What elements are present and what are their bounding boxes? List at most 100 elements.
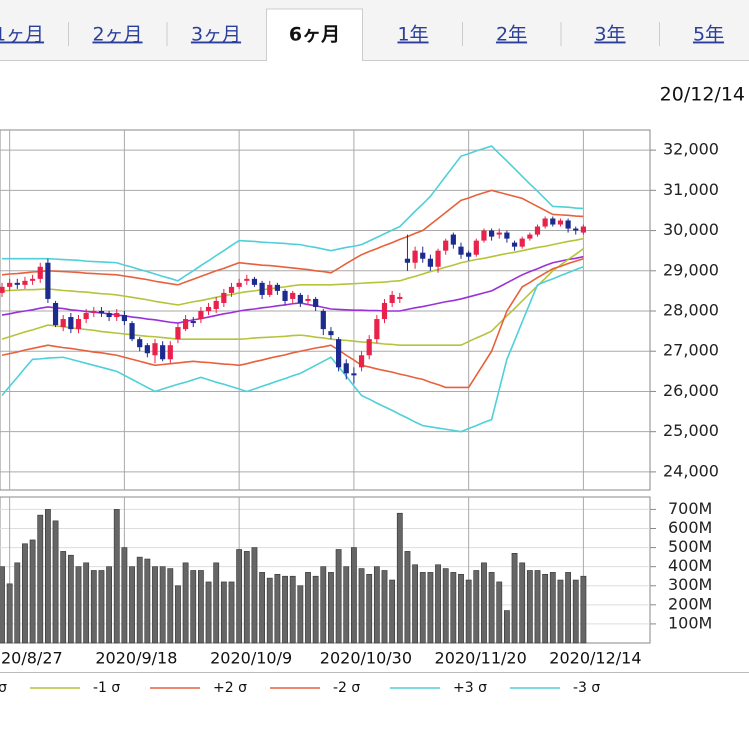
tab[interactable]: 1ヶ月 [0, 24, 44, 46]
candle-body [121, 315, 127, 322]
volume-bar [37, 514, 44, 644]
candle-body [427, 258, 433, 267]
band-line [2, 145, 584, 282]
tab[interactable]: 2年 [496, 24, 527, 46]
volume-bar [534, 570, 541, 644]
candle-body [228, 286, 235, 293]
chart-date: 20/12/14 [660, 84, 745, 106]
candle-body [343, 363, 349, 374]
volume-bar [175, 585, 181, 644]
volume-bar [580, 575, 587, 644]
candle-body [473, 240, 479, 255]
tab[interactable]: 2ヶ月 [92, 24, 142, 46]
volume-bar [198, 570, 204, 644]
y-tick-label: 700M [668, 499, 712, 518]
volume-bar [572, 579, 579, 644]
volume-bar [182, 562, 189, 644]
tab: 6ヶ月 [289, 24, 340, 46]
candle-body [450, 234, 456, 245]
legend-label: +3 σ [453, 680, 487, 696]
candle-body [435, 250, 441, 267]
volume-bar [113, 509, 120, 644]
y-tick-label: 100M [668, 613, 712, 632]
volume-bar [473, 570, 480, 644]
volume-bar [350, 547, 357, 644]
x-tick-label: 2020/9/18 [95, 649, 177, 668]
legend-label: -2 σ [333, 680, 360, 696]
volume-bar [236, 549, 243, 644]
volume-bar [14, 562, 21, 644]
volume-bar [320, 566, 327, 644]
candle-body [313, 298, 319, 307]
candle-body [404, 258, 411, 263]
volume-bar [526, 570, 533, 644]
volume-bar [136, 556, 143, 644]
candle-body [557, 220, 564, 225]
tab-bar [0, 0, 749, 60]
candle-body [259, 282, 265, 295]
x-tick-label: 2020/12/14 [549, 649, 641, 668]
y-tick-label: 30,000 [663, 220, 719, 239]
volume-bar [220, 581, 227, 644]
volume-bar [167, 568, 174, 644]
y-tick-label: 28,000 [663, 301, 719, 320]
candle-body [282, 290, 288, 301]
volume-bar [549, 572, 556, 644]
volume-bar [396, 512, 403, 644]
volume-bar [557, 579, 564, 644]
candle-body [511, 242, 518, 247]
volume-bar [442, 568, 449, 644]
candle-body [328, 331, 334, 336]
x-tick-label: 2020/11/20 [435, 649, 527, 668]
x-tick-label: 2020/10/30 [320, 649, 412, 668]
candle-body [175, 327, 181, 340]
band-line [1, 266, 584, 433]
volume-bar [83, 562, 90, 644]
candle-body [573, 228, 579, 231]
volume-bar [228, 581, 235, 644]
candle-body [190, 321, 196, 324]
volume-bar [312, 575, 319, 644]
volume-bar [67, 554, 74, 644]
volume-bar [282, 575, 288, 644]
volume-bar [205, 581, 212, 644]
volume-bar [90, 570, 97, 644]
y-tick-label: 27,000 [663, 341, 719, 360]
volume-bar [121, 547, 128, 644]
candle-body [496, 232, 502, 235]
candle-body [7, 282, 13, 287]
candle-body [458, 246, 464, 255]
volume-bar [435, 564, 441, 644]
candle-body [52, 302, 59, 326]
volume-bar [458, 573, 464, 644]
volume-bar [75, 566, 82, 644]
volume-bar [503, 610, 510, 644]
tab[interactable]: 5年 [693, 24, 724, 46]
tab[interactable]: 1年 [397, 24, 428, 46]
y-tick-label: 26,000 [663, 381, 719, 400]
candle-body [221, 292, 227, 303]
candle-body [381, 302, 388, 320]
candle-body [527, 234, 533, 239]
candle-body [412, 250, 418, 263]
candle-body [45, 262, 51, 299]
candle-body [297, 294, 303, 303]
volume-bar [289, 575, 296, 644]
candle-body [519, 238, 525, 247]
candle-body [489, 230, 495, 237]
candle-body [420, 252, 426, 259]
tab[interactable]: 3年 [594, 24, 625, 46]
candle-body [290, 292, 296, 299]
candle-body [37, 266, 43, 279]
tab[interactable]: 3ヶ月 [191, 24, 241, 46]
candle-body [320, 311, 326, 330]
candle-body [137, 339, 143, 348]
volume-bar [297, 585, 304, 644]
y-tick-label: 31,000 [663, 180, 719, 199]
volume-bar [129, 566, 135, 644]
legend-label: -1 σ [93, 680, 120, 696]
candle-body [98, 311, 105, 314]
volume-bar [144, 558, 151, 644]
volume-bar [542, 573, 549, 644]
candle-body [466, 252, 472, 257]
